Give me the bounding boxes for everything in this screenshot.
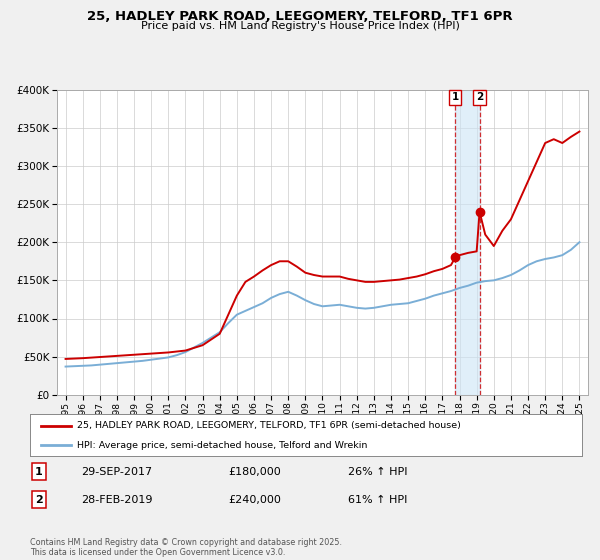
Text: Price paid vs. HM Land Registry's House Price Index (HPI): Price paid vs. HM Land Registry's House … [140, 21, 460, 31]
Text: 25, HADLEY PARK ROAD, LEEGOMERY, TELFORD, TF1 6PR (semi-detached house): 25, HADLEY PARK ROAD, LEEGOMERY, TELFORD… [77, 421, 461, 430]
Text: 25, HADLEY PARK ROAD, LEEGOMERY, TELFORD, TF1 6PR: 25, HADLEY PARK ROAD, LEEGOMERY, TELFORD… [87, 10, 513, 23]
Text: 29-SEP-2017: 29-SEP-2017 [81, 466, 152, 477]
Text: 61% ↑ HPI: 61% ↑ HPI [348, 494, 407, 505]
Text: Contains HM Land Registry data © Crown copyright and database right 2025.
This d: Contains HM Land Registry data © Crown c… [30, 538, 342, 557]
Text: £240,000: £240,000 [228, 494, 281, 505]
Text: 26% ↑ HPI: 26% ↑ HPI [348, 466, 407, 477]
Text: £180,000: £180,000 [228, 466, 281, 477]
Text: 1: 1 [35, 466, 43, 477]
Text: HPI: Average price, semi-detached house, Telford and Wrekin: HPI: Average price, semi-detached house,… [77, 441, 367, 450]
Text: 2: 2 [476, 92, 483, 102]
Bar [455, 90, 479, 395]
Text: 1: 1 [452, 92, 459, 102]
Text: 28-FEB-2019: 28-FEB-2019 [81, 494, 152, 505]
Text: 2: 2 [35, 494, 43, 505]
